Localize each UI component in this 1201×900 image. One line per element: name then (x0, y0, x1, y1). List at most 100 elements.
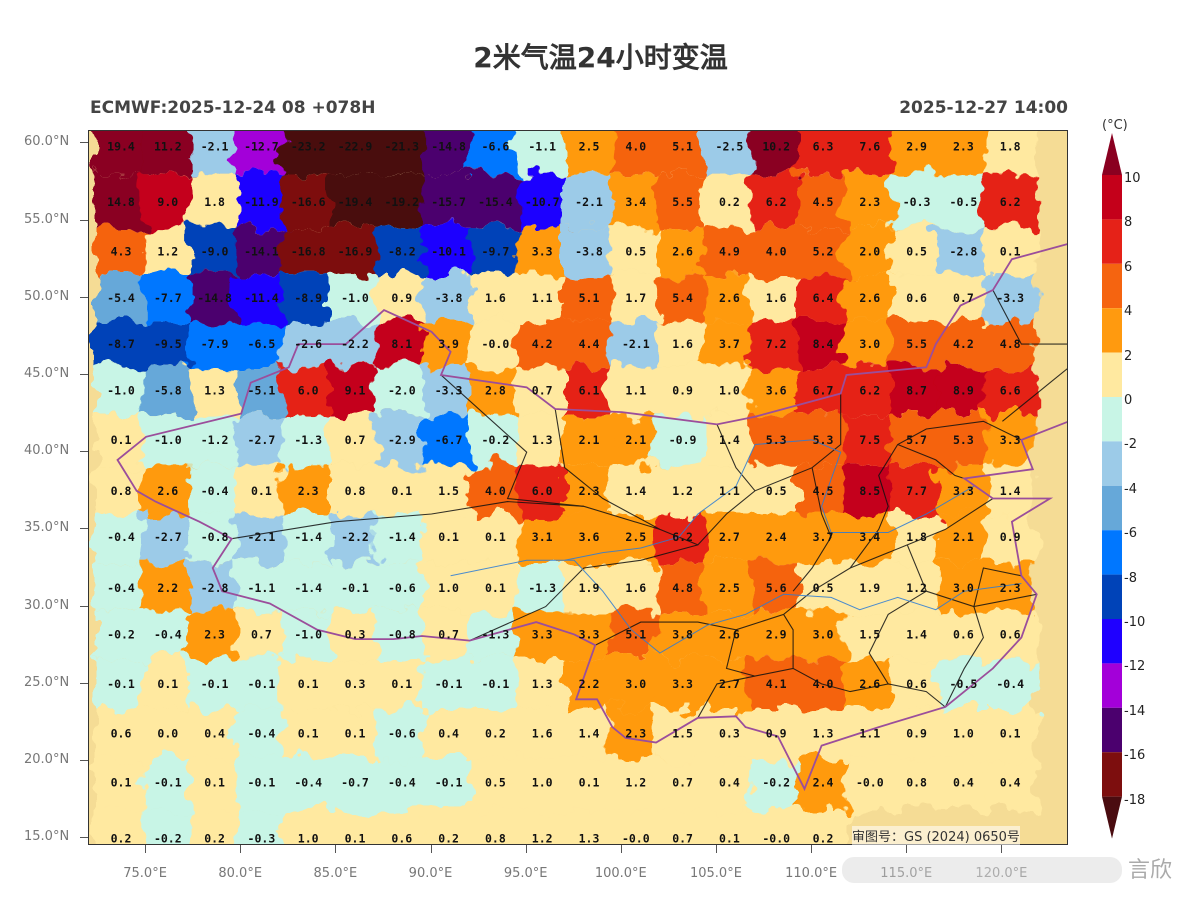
field-cell (516, 513, 569, 563)
longitude-tick-mark (906, 845, 908, 853)
field-cell (656, 174, 709, 227)
field-cell (422, 659, 475, 709)
grid-value-label: 0.8 (111, 484, 132, 498)
latitude-tick-label: 20.0°N (24, 752, 70, 768)
field-cell (563, 174, 615, 227)
field-cell (750, 562, 803, 612)
grid-value-label: -0.2 (154, 831, 182, 845)
grid-value-label: -1.0 (341, 291, 369, 305)
field-cell (609, 174, 662, 227)
province-boundary (725, 629, 756, 677)
grid-value-label: 5.2 (813, 244, 834, 258)
grid-value-label: -0.4 (248, 726, 276, 740)
colorbar-segment (1102, 485, 1122, 531)
longitude-tick-label: 100.0°E (594, 866, 647, 881)
field-cell (937, 131, 990, 175)
grid-value-label: 0.9 (391, 291, 412, 305)
field-cell (937, 274, 990, 321)
grid-value-label: 0.4 (953, 776, 974, 790)
field-cell (141, 320, 194, 368)
grid-value-label: 5.1 (579, 291, 600, 305)
grid-value-label: 0.6 (953, 627, 974, 641)
longitude-tick-label: 90.0°E (408, 866, 453, 881)
grid-value-label: -0.4 (294, 776, 322, 790)
grid-value-label: 3.3 (532, 244, 553, 258)
grid-value-label: 8.1 (391, 337, 412, 351)
field-cell (609, 226, 662, 275)
field-cell (563, 226, 615, 275)
grid-value-label: -2.7 (154, 530, 182, 544)
field-cell (188, 611, 241, 660)
field-cell (375, 320, 428, 368)
grid-value-label: -2.2 (341, 530, 369, 544)
grid-value-label: 6.2 (859, 383, 880, 397)
field-cell (375, 757, 428, 811)
grid-value-label: 8.9 (953, 383, 974, 397)
grid-value-label: 4.2 (953, 337, 974, 351)
grid-value-label: 2.3 (859, 195, 880, 209)
grid-value-label: -0.8 (388, 627, 416, 641)
grid-value-label: 0.6 (391, 831, 412, 845)
grid-value-label: 1.6 (485, 291, 506, 305)
field-cell (563, 131, 615, 175)
field-cell (703, 174, 756, 227)
colorbar-segment (1102, 219, 1122, 264)
field-cell (329, 226, 381, 275)
map-panel: 19.4 11.2 -2.1 -12.7 -23.2 -22.9 -21.3 -14.8 -6.… (88, 130, 1068, 845)
field-cell (750, 415, 803, 466)
field-cell (984, 174, 1037, 227)
field-cell (843, 513, 896, 563)
grid-value-label: -5.1 (248, 383, 276, 397)
grid-value-label: 6.6 (1000, 383, 1021, 397)
field-cell (141, 659, 194, 709)
grid-value-label: 3.3 (1000, 433, 1021, 447)
grid-value-label: 6.2 (1000, 195, 1021, 209)
field-cell (937, 611, 990, 660)
grid-value-label: 0.5 (813, 581, 834, 595)
grid-value-label: 0.4 (438, 726, 459, 740)
grid-value-label: -1.3 (294, 433, 322, 447)
grid-value-label: 2.6 (859, 291, 880, 305)
grid-value-label: -7.9 (201, 337, 229, 351)
field-cell (95, 226, 147, 275)
grid-value-label: -1.3 (528, 581, 556, 595)
field-cell (843, 174, 896, 227)
latitude-tick-mark (80, 451, 88, 453)
grid-value-label: 2.9 (766, 627, 787, 641)
colorbar-segment (1102, 707, 1122, 753)
colorbar-unit: (°C) (1102, 118, 1128, 133)
field-cell (282, 611, 335, 660)
latitude-tick-mark (80, 528, 88, 530)
field-cell (609, 659, 662, 709)
field-cell (984, 367, 1037, 416)
field-cell (703, 659, 756, 709)
field-cell (235, 174, 288, 227)
field-cell (282, 810, 335, 844)
latitude-tick-mark (80, 219, 88, 221)
grid-value-label: 1.1 (859, 726, 880, 740)
colorbar-segment (1102, 752, 1122, 797)
grid-value-label: -6.6 (482, 139, 510, 153)
colorbar-tick-label: -14 (1124, 703, 1146, 719)
longitude-tick-label: 75.0°E (123, 866, 167, 881)
field-cell (188, 367, 241, 416)
grid-value-label: 3.8 (672, 627, 693, 641)
field-cell (656, 367, 709, 416)
field-cell (188, 174, 241, 227)
field-cell (469, 226, 522, 275)
grid-value-label: 1.0 (719, 383, 740, 397)
field-cell (937, 708, 990, 758)
grid-value-label: 3.4 (859, 530, 880, 544)
grid-value-label: 1.8 (204, 195, 225, 209)
grid-value-label: -8.9 (294, 291, 322, 305)
field-cell (235, 757, 288, 811)
field-cell (469, 708, 522, 758)
field-cell (141, 465, 194, 514)
grid-value-label: 1.3 (532, 433, 553, 447)
grid-value-label: 2.5 (625, 530, 646, 544)
grid-value-label: 0.6 (906, 291, 927, 305)
field-cell (516, 810, 569, 844)
grid-value-label: -0.1 (154, 776, 182, 790)
grid-value-label: 8.5 (859, 484, 880, 498)
grid-value-label: 1.9 (859, 581, 880, 595)
